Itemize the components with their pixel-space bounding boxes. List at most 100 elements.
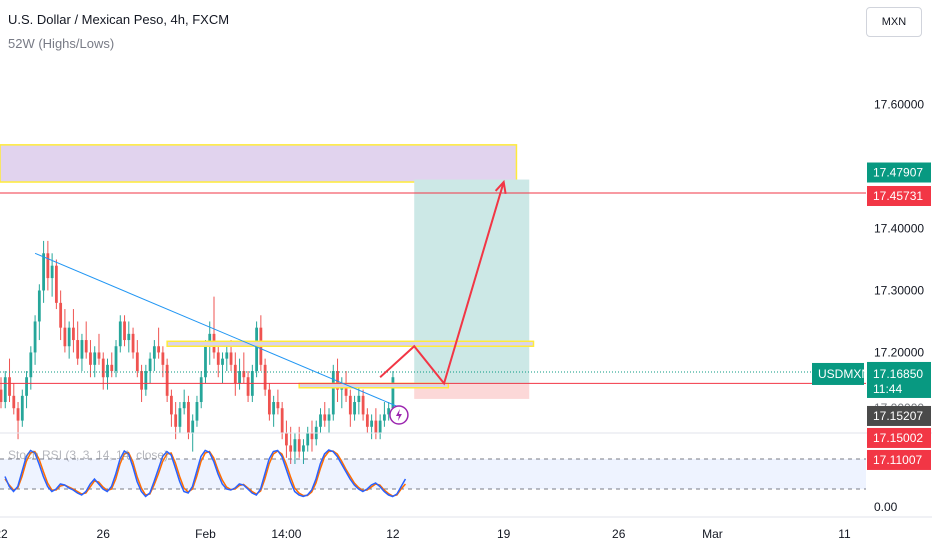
price-tick-label: 17.20000 bbox=[874, 345, 924, 359]
candle-body bbox=[118, 321, 122, 347]
candle-body bbox=[208, 333, 212, 347]
candle-body bbox=[12, 395, 16, 409]
candle-body bbox=[199, 377, 203, 403]
entry-zone bbox=[298, 382, 450, 389]
indicator-label[interactable]: 52W (Highs/Lows) bbox=[8, 36, 115, 51]
stoch-d-line bbox=[4, 450, 407, 497]
candle-body bbox=[370, 420, 374, 427]
candle-body bbox=[267, 389, 271, 415]
price-tick-label: 17.30000 bbox=[874, 283, 924, 297]
candle-body bbox=[127, 333, 131, 341]
candle-body bbox=[280, 408, 284, 433]
candle-body bbox=[165, 364, 169, 396]
candle-body bbox=[148, 358, 152, 372]
time-tick-label: 19 bbox=[497, 527, 511, 541]
candle-body bbox=[246, 377, 250, 396]
candle-body bbox=[242, 371, 246, 378]
candle-body bbox=[216, 352, 220, 365]
candle-body bbox=[348, 395, 352, 415]
tag-low: 17.11007 bbox=[873, 453, 922, 467]
candle-body bbox=[63, 327, 67, 347]
candle-body bbox=[238, 371, 241, 384]
candle-body bbox=[302, 445, 305, 452]
tag-prev-close-bg bbox=[867, 405, 931, 426]
candle-body bbox=[225, 352, 229, 359]
tag-low-bg bbox=[867, 449, 931, 470]
candle-body bbox=[182, 402, 186, 409]
candle-body bbox=[353, 402, 356, 415]
time-tick-label: Mar bbox=[702, 527, 723, 541]
candle-body bbox=[204, 346, 207, 378]
drawing-annotations[interactable] bbox=[0, 144, 866, 425]
candle-body bbox=[276, 402, 280, 409]
stoch-axis-bottom: 0.00 bbox=[874, 500, 898, 514]
candle-body bbox=[59, 302, 63, 328]
time-tick-label: 14:00 bbox=[271, 527, 301, 541]
price-tick-label: 17.40000 bbox=[874, 222, 924, 236]
candle-body bbox=[54, 265, 58, 303]
tag-prev-close: 17.15207 bbox=[873, 409, 923, 423]
time-tick-label: 22 bbox=[0, 527, 8, 541]
candle-body bbox=[170, 395, 173, 415]
candle-body bbox=[84, 340, 88, 353]
candle-body bbox=[293, 439, 297, 452]
candle-body bbox=[323, 414, 327, 421]
candle-body bbox=[97, 352, 101, 359]
candle-body bbox=[387, 408, 391, 415]
candle-body bbox=[106, 364, 109, 378]
candle-body bbox=[3, 377, 7, 403]
symbol-title[interactable]: U.S. Dollar / Mexican Peso, 4h, FXCM bbox=[8, 12, 230, 27]
projection-path bbox=[379, 181, 505, 386]
candle-body bbox=[76, 340, 80, 359]
time-tick-label: Feb bbox=[195, 527, 216, 541]
candle-body bbox=[174, 414, 178, 427]
tag-last-price: 17.16850 bbox=[873, 367, 923, 381]
price-pane[interactable] bbox=[0, 240, 395, 464]
supply-zone bbox=[0, 144, 518, 183]
candle-body bbox=[123, 321, 126, 341]
candle-body bbox=[144, 371, 148, 390]
candle-body bbox=[357, 395, 361, 403]
candle-body bbox=[8, 377, 11, 396]
candle-body bbox=[140, 371, 143, 390]
candle-body bbox=[135, 352, 139, 372]
candle-body bbox=[46, 253, 50, 279]
currency-button[interactable]: MXN bbox=[866, 7, 922, 37]
projection-arrowhead bbox=[494, 179, 507, 195]
candle-body bbox=[374, 420, 378, 433]
lightning-glyph bbox=[395, 409, 402, 421]
candle-body bbox=[331, 371, 335, 415]
candle-body bbox=[101, 358, 105, 378]
time-tick-label: 26 bbox=[97, 527, 111, 541]
tag-entry: 17.15002 bbox=[873, 431, 923, 445]
candle-body bbox=[327, 414, 331, 421]
stoch-k-line bbox=[4, 449, 407, 498]
candle-body bbox=[16, 408, 20, 421]
candle-body bbox=[42, 253, 45, 291]
candle-body bbox=[33, 321, 37, 353]
candle-body bbox=[383, 414, 386, 421]
time-tick-label: 12 bbox=[386, 527, 400, 541]
candle-body bbox=[289, 445, 293, 452]
stoch-rsi-pane[interactable] bbox=[0, 449, 866, 498]
candle-body bbox=[161, 352, 165, 365]
candle-body bbox=[50, 265, 54, 279]
candle-body bbox=[25, 377, 28, 396]
tag-resistance: 17.45731 bbox=[873, 189, 923, 203]
candle-body bbox=[67, 327, 71, 347]
candle-body bbox=[310, 433, 314, 440]
candle-body bbox=[72, 327, 75, 341]
stoch-band bbox=[0, 459, 866, 489]
candle-body bbox=[110, 364, 114, 372]
candle-body bbox=[29, 352, 33, 378]
candle-body bbox=[272, 402, 276, 415]
candle-body bbox=[229, 352, 233, 365]
candle-body bbox=[187, 402, 190, 433]
candle-body bbox=[89, 352, 92, 365]
candle-body bbox=[319, 414, 322, 427]
stoch-rsi-label[interactable]: Stoch RSI (3, 3, 14, 14, close) bbox=[8, 448, 169, 462]
candle-body bbox=[178, 408, 182, 427]
tag-last-price-bg bbox=[867, 361, 931, 398]
